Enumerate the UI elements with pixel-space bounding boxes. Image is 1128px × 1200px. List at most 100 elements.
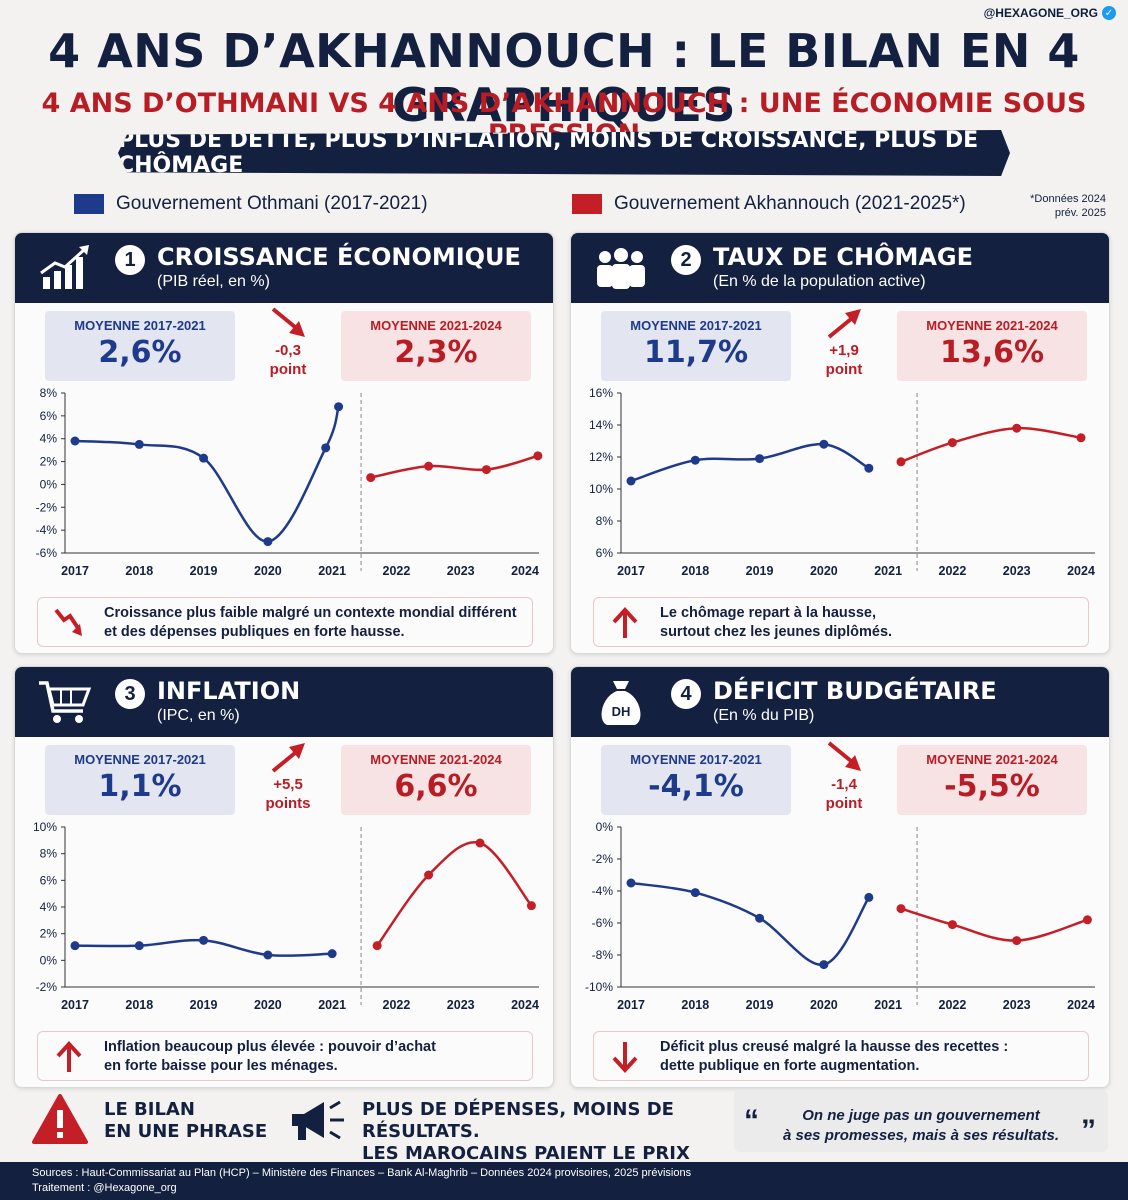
panel-number-badge: 3 (115, 679, 145, 709)
y-tick-label: -4% (36, 523, 58, 537)
x-tick-label: 2021 (874, 998, 902, 1012)
quote-block: “ On ne juge pas un gouvernement à ses p… (734, 1090, 1108, 1152)
x-tick-label: 2020 (810, 998, 838, 1012)
y-tick-label: 2% (40, 927, 58, 941)
y-tick-label: 6% (40, 409, 58, 423)
data-point (864, 463, 874, 473)
y-tick-label: 2% (40, 455, 58, 469)
x-tick-label: 2019 (190, 998, 218, 1012)
footer-sources: Sources : Haut-Commissariat au Plan (HCP… (32, 1167, 692, 1179)
y-tick-label: 12% (589, 450, 613, 464)
x-tick-label: 2017 (617, 998, 645, 1012)
data-point (864, 892, 874, 902)
data-point (424, 870, 434, 880)
data-point (819, 960, 829, 970)
summary-banner: PLUS DE DETTE, PLUS D’INFLATION, MOINS D… (118, 130, 1010, 176)
change-unit: point (825, 795, 863, 812)
x-tick-label: 2023 (447, 998, 475, 1012)
bilan-line-1: LE BILAN (104, 1099, 195, 1120)
change-indicator: +5,5 points (243, 741, 333, 821)
data-point (896, 904, 906, 914)
average-othmani-value: 2,6% (98, 335, 182, 370)
y-tick-label: 8% (596, 514, 614, 528)
panel-header: 3 INFLATION (IPC, en %) (15, 667, 553, 737)
y-tick-label: -4% (592, 884, 614, 898)
change-unit: point (269, 361, 307, 378)
average-akhannouch-value: 6,6% (394, 769, 478, 804)
author-handle: @HEXAGONE_ORG ✓ (984, 6, 1116, 20)
data-point (327, 949, 337, 959)
y-tick-label: 8% (40, 847, 58, 861)
data-point (1012, 423, 1022, 433)
data-point (819, 439, 829, 449)
note-line-1: Déficit plus creusé malgré la hausse des… (660, 1039, 1009, 1055)
footer-credit: Traitement : @Hexagone_org (32, 1182, 177, 1194)
data-point (896, 457, 906, 467)
legend-label-othmani: Gouvernement Othmani (2017-2021) (116, 193, 428, 214)
note-text: Déficit plus creusé malgré la hausse des… (660, 1038, 1008, 1076)
y-tick-label: 14% (589, 418, 613, 432)
y-tick-label: 4% (40, 900, 58, 914)
data-point (947, 920, 957, 930)
data-point (263, 950, 273, 960)
data-point (372, 941, 382, 951)
series-line-othmani (630, 442, 870, 483)
panel-subtitle: (En % du PIB) (713, 707, 815, 724)
panel-title: TAUX DE CHÔMAGE (713, 243, 974, 271)
data-point (134, 941, 144, 951)
y-tick-label: -8% (592, 948, 614, 962)
average-othmani-box: MOYENNE 2017-2021 -4,1% (601, 745, 791, 815)
x-tick-label: 2019 (746, 998, 774, 1012)
panel-note: Croissance plus faible malgré un context… (37, 597, 533, 647)
note-line-1: Le chômage repart à la hausse, (660, 605, 876, 621)
message-line-1: PLUS DE DÉPENSES, MOINS DE RÉSULTATS. (362, 1099, 674, 1142)
verified-check-icon: ✓ (1102, 6, 1116, 20)
note-line-1: Inflation beaucoup plus élevée : pouvoir… (104, 1039, 436, 1055)
quote-line-1: On ne juge pas un gouvernement (802, 1107, 1040, 1124)
average-othmani-value: 11,7% (643, 335, 749, 370)
y-tick-label: 6% (40, 873, 58, 887)
series-line-akhannouch (900, 907, 1088, 942)
change-indicator: +1,9 point (799, 307, 889, 387)
change-value: -1,4 (831, 776, 857, 793)
change-indicator: -1,4 point (799, 741, 889, 821)
data-point (626, 476, 636, 486)
average-akhannouch-box: MOYENNE 2021-2024 6,6% (341, 745, 531, 815)
data-point (481, 465, 491, 475)
data-point (334, 402, 344, 412)
change-text: +5,5 points (243, 775, 333, 813)
y-tick-label: 8% (40, 386, 58, 400)
y-tick-label: -6% (36, 546, 58, 560)
data-point (533, 451, 543, 461)
data-point (947, 438, 957, 448)
data-point (199, 453, 209, 463)
data-point (626, 878, 636, 888)
quote-line-2: à ses promesses, mais à ses résultats. (782, 1127, 1059, 1144)
average-akhannouch-value: 13,6% (939, 335, 1045, 370)
note-text: Le chômage repart à la hausse, surtout c… (660, 604, 892, 642)
y-tick-label: -2% (592, 852, 614, 866)
data-point (1012, 936, 1022, 946)
panel-note: Inflation beaucoup plus élevée : pouvoir… (37, 1031, 533, 1081)
change-unit: point (825, 361, 863, 378)
x-tick-label: 2020 (810, 564, 838, 578)
quote-text: On ne juge pas un gouvernement à ses pro… (772, 1106, 1070, 1146)
x-tick-label: 2022 (383, 998, 411, 1012)
bilan-block: LE BILAN EN UNE PHRASE (18, 1090, 278, 1152)
y-tick-label: -2% (36, 500, 58, 514)
trend-down-arrow-icon (827, 741, 861, 771)
panel-note: Le chômage repart à la hausse, surtout c… (593, 597, 1089, 647)
panel-header: 2 TAUX DE CHÔMAGE (En % de la population… (571, 233, 1109, 303)
series-line-akhannouch (900, 426, 1082, 463)
average-akhannouch-label: MOYENNE 2021-2024 (370, 752, 502, 767)
data-point (70, 436, 80, 446)
y-tick-label: 16% (589, 386, 613, 400)
quote-open-icon: “ (744, 1104, 759, 1137)
panel-number-badge: 2 (671, 245, 701, 275)
note-line-1: Croissance plus faible malgré un context… (104, 605, 517, 621)
x-tick-label: 2018 (681, 564, 709, 578)
panel-number-badge: 1 (115, 245, 145, 275)
line-chart: 16% 14% 12% 10% 8% 6%2017 2018 2019 2020 2021 2022… (589, 386, 1095, 578)
series-line-othmani (630, 881, 870, 966)
data-point (475, 838, 485, 848)
